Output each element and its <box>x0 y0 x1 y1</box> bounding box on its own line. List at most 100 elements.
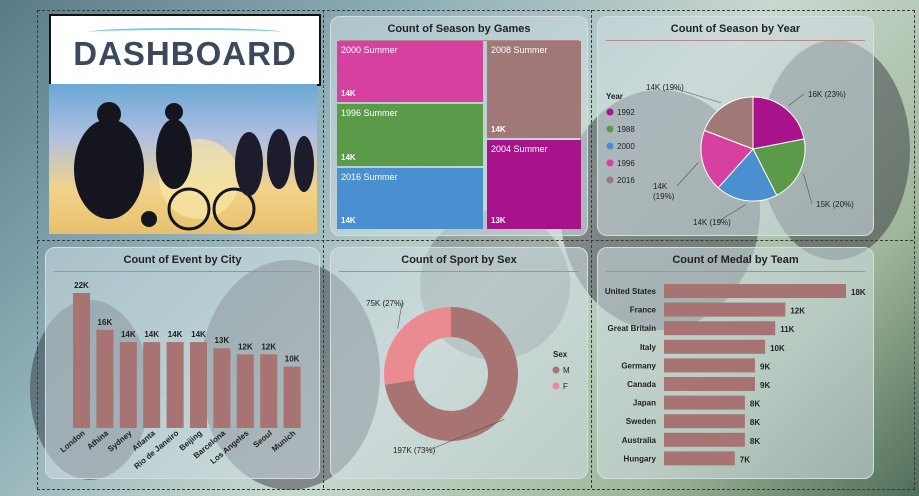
donut-legend-item: M <box>563 366 570 375</box>
treemap-title: Count of Season by Games <box>387 23 531 35</box>
city-bar-label: 13K <box>215 336 230 345</box>
team-title: Count of Medal by Team <box>672 254 799 266</box>
pie-leader-line <box>716 204 746 223</box>
treemap-cell-label: 1996 Summer <box>341 108 398 119</box>
dashboard-logo: DASHBOARD <box>49 14 321 86</box>
treemap-cell: 2008 Summer 14K <box>487 41 581 138</box>
city-axis-label: London <box>59 429 87 455</box>
city-bar <box>143 342 161 428</box>
city-bar <box>260 354 278 428</box>
team-bar <box>664 339 766 354</box>
donut-slice <box>384 307 518 441</box>
city-bar-label: 14K <box>121 330 136 339</box>
pie-data-label: 16K (23%) <box>808 90 846 99</box>
donut-leader-line <box>397 302 403 329</box>
divider <box>37 240 913 241</box>
city-bar-label: 14K <box>168 330 183 339</box>
pie-slice <box>700 129 754 189</box>
donut-legend-item: F <box>563 382 568 391</box>
team-bar <box>664 451 735 466</box>
team-bar <box>664 302 786 317</box>
pie-chart: 16K (23%) 15K (20%) 14K (19%) 14K(19%) 14K (… <box>606 83 854 227</box>
treemap-cell: 2016 Summer 14K <box>337 167 483 229</box>
athletes-silhouette-graphic <box>74 102 314 231</box>
team-bar-label: 18K <box>851 288 866 297</box>
title-underline <box>339 40 579 41</box>
pie-legend-item: 2000 <box>617 142 635 151</box>
city-bar-label: 12K <box>238 342 253 351</box>
donut-data-label: 75K (27%) <box>366 299 404 308</box>
team-axis-label: Germany <box>621 361 656 370</box>
team-bar-label: 9K <box>760 362 770 371</box>
title-underline <box>54 271 311 272</box>
pie-leader-line <box>788 93 805 106</box>
donut-legend-title: Sex <box>553 350 568 359</box>
legend-swatch <box>606 159 614 167</box>
donut-slice <box>384 307 451 385</box>
pie-legend-item: 1996 <box>617 159 635 168</box>
donut-leader-line <box>428 419 505 451</box>
legend-swatch <box>552 366 560 374</box>
title-underline <box>339 271 579 272</box>
treemap-cell-label: 2016 Summer <box>341 171 398 182</box>
pie-leader-line <box>676 161 699 187</box>
city-bar-label: 16K <box>98 318 113 327</box>
pie-data-label: 14K (19%) <box>646 83 684 92</box>
city-bar <box>236 354 254 428</box>
pie-leader-line <box>803 173 813 205</box>
pie-leader-line <box>669 86 722 104</box>
donut-title: Count of Sport by Sex <box>401 254 517 266</box>
team-bar <box>664 377 755 391</box>
treemap-cell-value: 14K <box>341 89 356 99</box>
pie-legend-item: 2016 <box>617 176 635 185</box>
team-axis-label: Canada <box>627 380 656 389</box>
treemap-chart: 2000 Summer 14K 1996 Summer 14K 2016 Summer 1… <box>337 41 583 231</box>
logo-text: DASHBOARD <box>73 35 297 72</box>
pie-data-label: 15K (20%) <box>816 200 854 209</box>
team-bar <box>664 284 846 298</box>
title-underline <box>606 40 865 41</box>
city-bar-label: 14K <box>191 330 206 339</box>
team-bar <box>664 432 745 447</box>
city-bar-chart: 22KLondon16KAthina14KSydney14KAtlanta14K… <box>59 281 301 471</box>
city-bar <box>213 348 231 428</box>
team-bar-label: 8K <box>750 418 760 427</box>
pie-slice <box>752 96 805 150</box>
donut-data-label: 197K (73%) <box>393 446 436 455</box>
legend-swatch <box>606 125 614 133</box>
pie-slice <box>717 148 778 202</box>
team-axis-label: Hungary <box>624 454 657 463</box>
title-underline <box>606 271 865 272</box>
treemap-cell: 2004 Summer 13K <box>487 139 581 229</box>
team-bar-label: 12K <box>790 307 805 316</box>
legend-swatch <box>606 108 614 116</box>
divider <box>323 10 324 488</box>
team-bar-label: 8K <box>750 400 760 409</box>
pie-data-label: (19%) <box>653 192 675 201</box>
team-axis-label: Sweden <box>626 417 656 426</box>
pie-panel: Count of Season by Year 16K (23%) 15K (20… <box>597 16 874 236</box>
treemap-cell-value: 13K <box>491 215 506 225</box>
divider <box>591 10 592 488</box>
city-bar-label: 14K <box>144 330 159 339</box>
pie-slice <box>703 96 754 150</box>
city-bar-label: 22K <box>74 281 89 290</box>
city-bar <box>96 329 114 428</box>
team-bar-label: 8K <box>750 437 760 446</box>
treemap-cell-label: 2008 Summer <box>491 45 548 55</box>
pie-legend-item: 1988 <box>617 125 635 134</box>
city-axis-label: Munich <box>270 429 297 454</box>
treemap-cell-value: 14K <box>341 152 356 162</box>
donut-panel: Count of Sport by Sex 197K (73%) 75K (27%… <box>330 247 588 479</box>
city-title: Count of Event by City <box>123 254 242 266</box>
city-bar-label: 10K <box>285 355 300 364</box>
treemap-panel: Count of Season by Games 2000 Summer 14K 1… <box>330 16 588 236</box>
team-bar-chart: United States 18K France 12K Great Britain 11… <box>605 284 866 466</box>
city-bar-label: 12K <box>261 342 276 351</box>
team-bar <box>664 358 755 373</box>
pie-legend-item: 1992 <box>617 108 635 117</box>
treemap-cell: 2000 Summer 14K <box>337 41 483 103</box>
treemap-cell-value: 14K <box>491 124 506 134</box>
city-bar <box>190 342 207 428</box>
team-bar-label: 9K <box>760 381 770 390</box>
